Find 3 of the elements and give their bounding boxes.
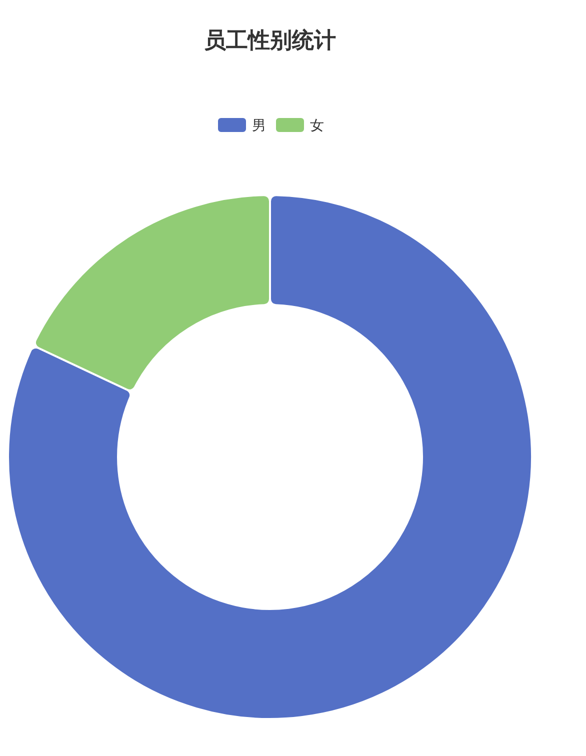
- chart-title: 员工性别统计: [204, 28, 336, 52]
- legend-label: 女: [310, 117, 324, 133]
- legend-label: 男: [252, 117, 266, 133]
